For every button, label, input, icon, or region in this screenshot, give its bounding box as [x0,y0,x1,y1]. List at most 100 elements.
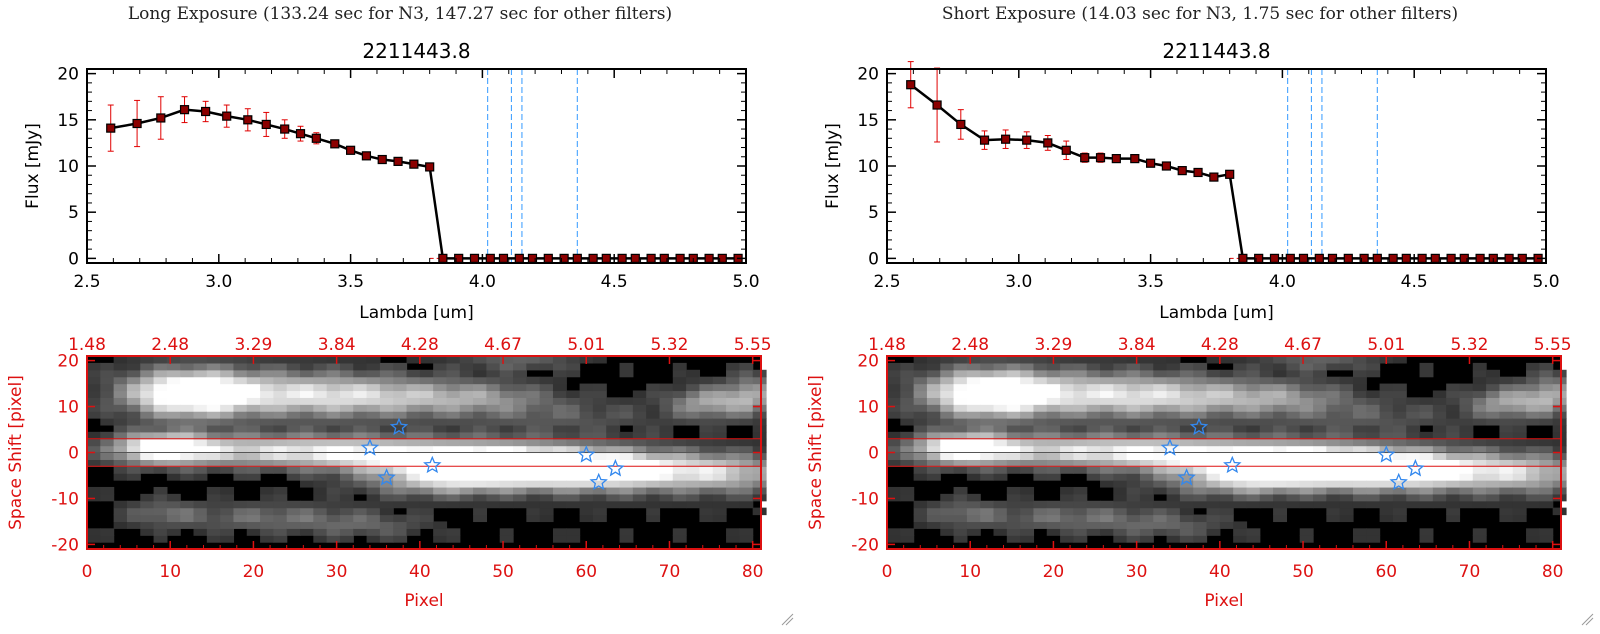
image-pixel [433,383,448,392]
image-pixel [1326,356,1341,364]
image-pixel [126,356,141,364]
image-pixel [379,445,394,454]
image-pixel [1139,431,1154,440]
image-pixel [646,404,661,412]
image-pixel [539,356,554,364]
image-pixel [1352,362,1367,371]
image-pixel [459,486,474,495]
image-pixel [1339,500,1354,509]
image-pixel [140,376,155,385]
image-pixel [193,521,208,529]
image-pixel [1472,500,1487,509]
image-pixel [1406,500,1421,509]
image-pixel [393,528,408,536]
image-pixel [126,500,141,509]
image-pixel [313,390,328,398]
image-pixel [1166,356,1181,364]
image-pixel [1273,424,1288,433]
image-pixel [100,535,115,543]
image-pixel [1326,493,1341,502]
image-pixel [672,480,687,488]
image-pixel [887,528,901,536]
image-pixel [300,431,314,440]
image-pixel [1246,486,1261,495]
image-pixel [153,376,168,385]
image-pixel [459,383,474,392]
image-pixel [1432,418,1447,426]
image-pixel [579,514,594,523]
image-pixel [606,438,621,447]
image-pixel [1219,390,1234,398]
image-pixel [966,466,981,474]
image-pixel [1459,480,1474,488]
image-pixel [286,521,301,529]
image-pixel [646,459,661,467]
image-pixel [1472,404,1487,412]
image-pixel [1419,493,1434,502]
resize-grip-icon[interactable] [780,612,794,626]
image-pixel [1219,438,1234,447]
image-pixel [446,438,461,447]
image-pixel [1259,473,1274,481]
image-pixel [900,431,915,440]
image-pixel [1166,480,1181,488]
image-pixel [273,493,288,502]
image-pixel [166,528,181,536]
image-pixel [953,376,968,385]
image-pixel [1006,535,1021,543]
image-pixel [313,438,328,447]
image-pixel [940,500,955,509]
image-pixel [526,411,541,419]
image-pixel [180,390,195,398]
image-pixel [100,411,115,419]
image-pixel [339,404,354,412]
x-tick-label: 4.5 [601,272,628,292]
y-tick-label: 5 [868,203,879,223]
image-pixel [1472,493,1487,502]
y-tick-label: 5 [68,203,79,223]
image-pixel [1273,383,1288,392]
data-point [1430,253,1440,263]
image-pixel [1193,480,1208,488]
image-pixel [699,486,714,495]
image-pixel [339,431,354,440]
image-pixel [646,397,661,405]
image-pixel [1486,404,1501,412]
image-pixel [153,424,168,433]
image-pixel [206,390,221,398]
image-pixel [953,397,968,405]
image-pixel [1046,418,1061,426]
image-pixel [606,424,621,433]
resize-grip-icon[interactable] [1580,612,1594,626]
image-pixel [246,376,261,385]
image-pixel [486,383,501,392]
image-pixel [659,438,674,447]
image-pixel [966,418,981,426]
image-pixel [1432,390,1447,398]
y-tick-label: 0 [68,444,79,464]
image-pixel [393,480,408,488]
image-pixel [379,493,394,502]
image-pixel [273,362,288,371]
image-pixel [419,452,434,460]
image-pixel [1113,390,1128,398]
image-pixel [1526,535,1540,543]
image-pixel [433,397,448,405]
image-pixel [1113,383,1128,392]
image-pixel [980,356,995,364]
image-pixel [539,466,554,474]
image-pixel [1432,452,1447,460]
image-pixel [926,445,941,454]
image-pixel [1020,376,1035,385]
image-pixel [1432,459,1447,467]
image-pixel [1432,500,1447,509]
image-pixel [1512,493,1527,502]
image-pixel [1446,480,1461,488]
image-pixel [339,397,354,405]
image-pixel [1326,404,1341,412]
image-pixel [526,390,541,398]
image-pixel [1499,486,1514,495]
image-pixel [619,369,634,378]
image-pixel [953,514,968,523]
image-pixel [1153,431,1168,440]
